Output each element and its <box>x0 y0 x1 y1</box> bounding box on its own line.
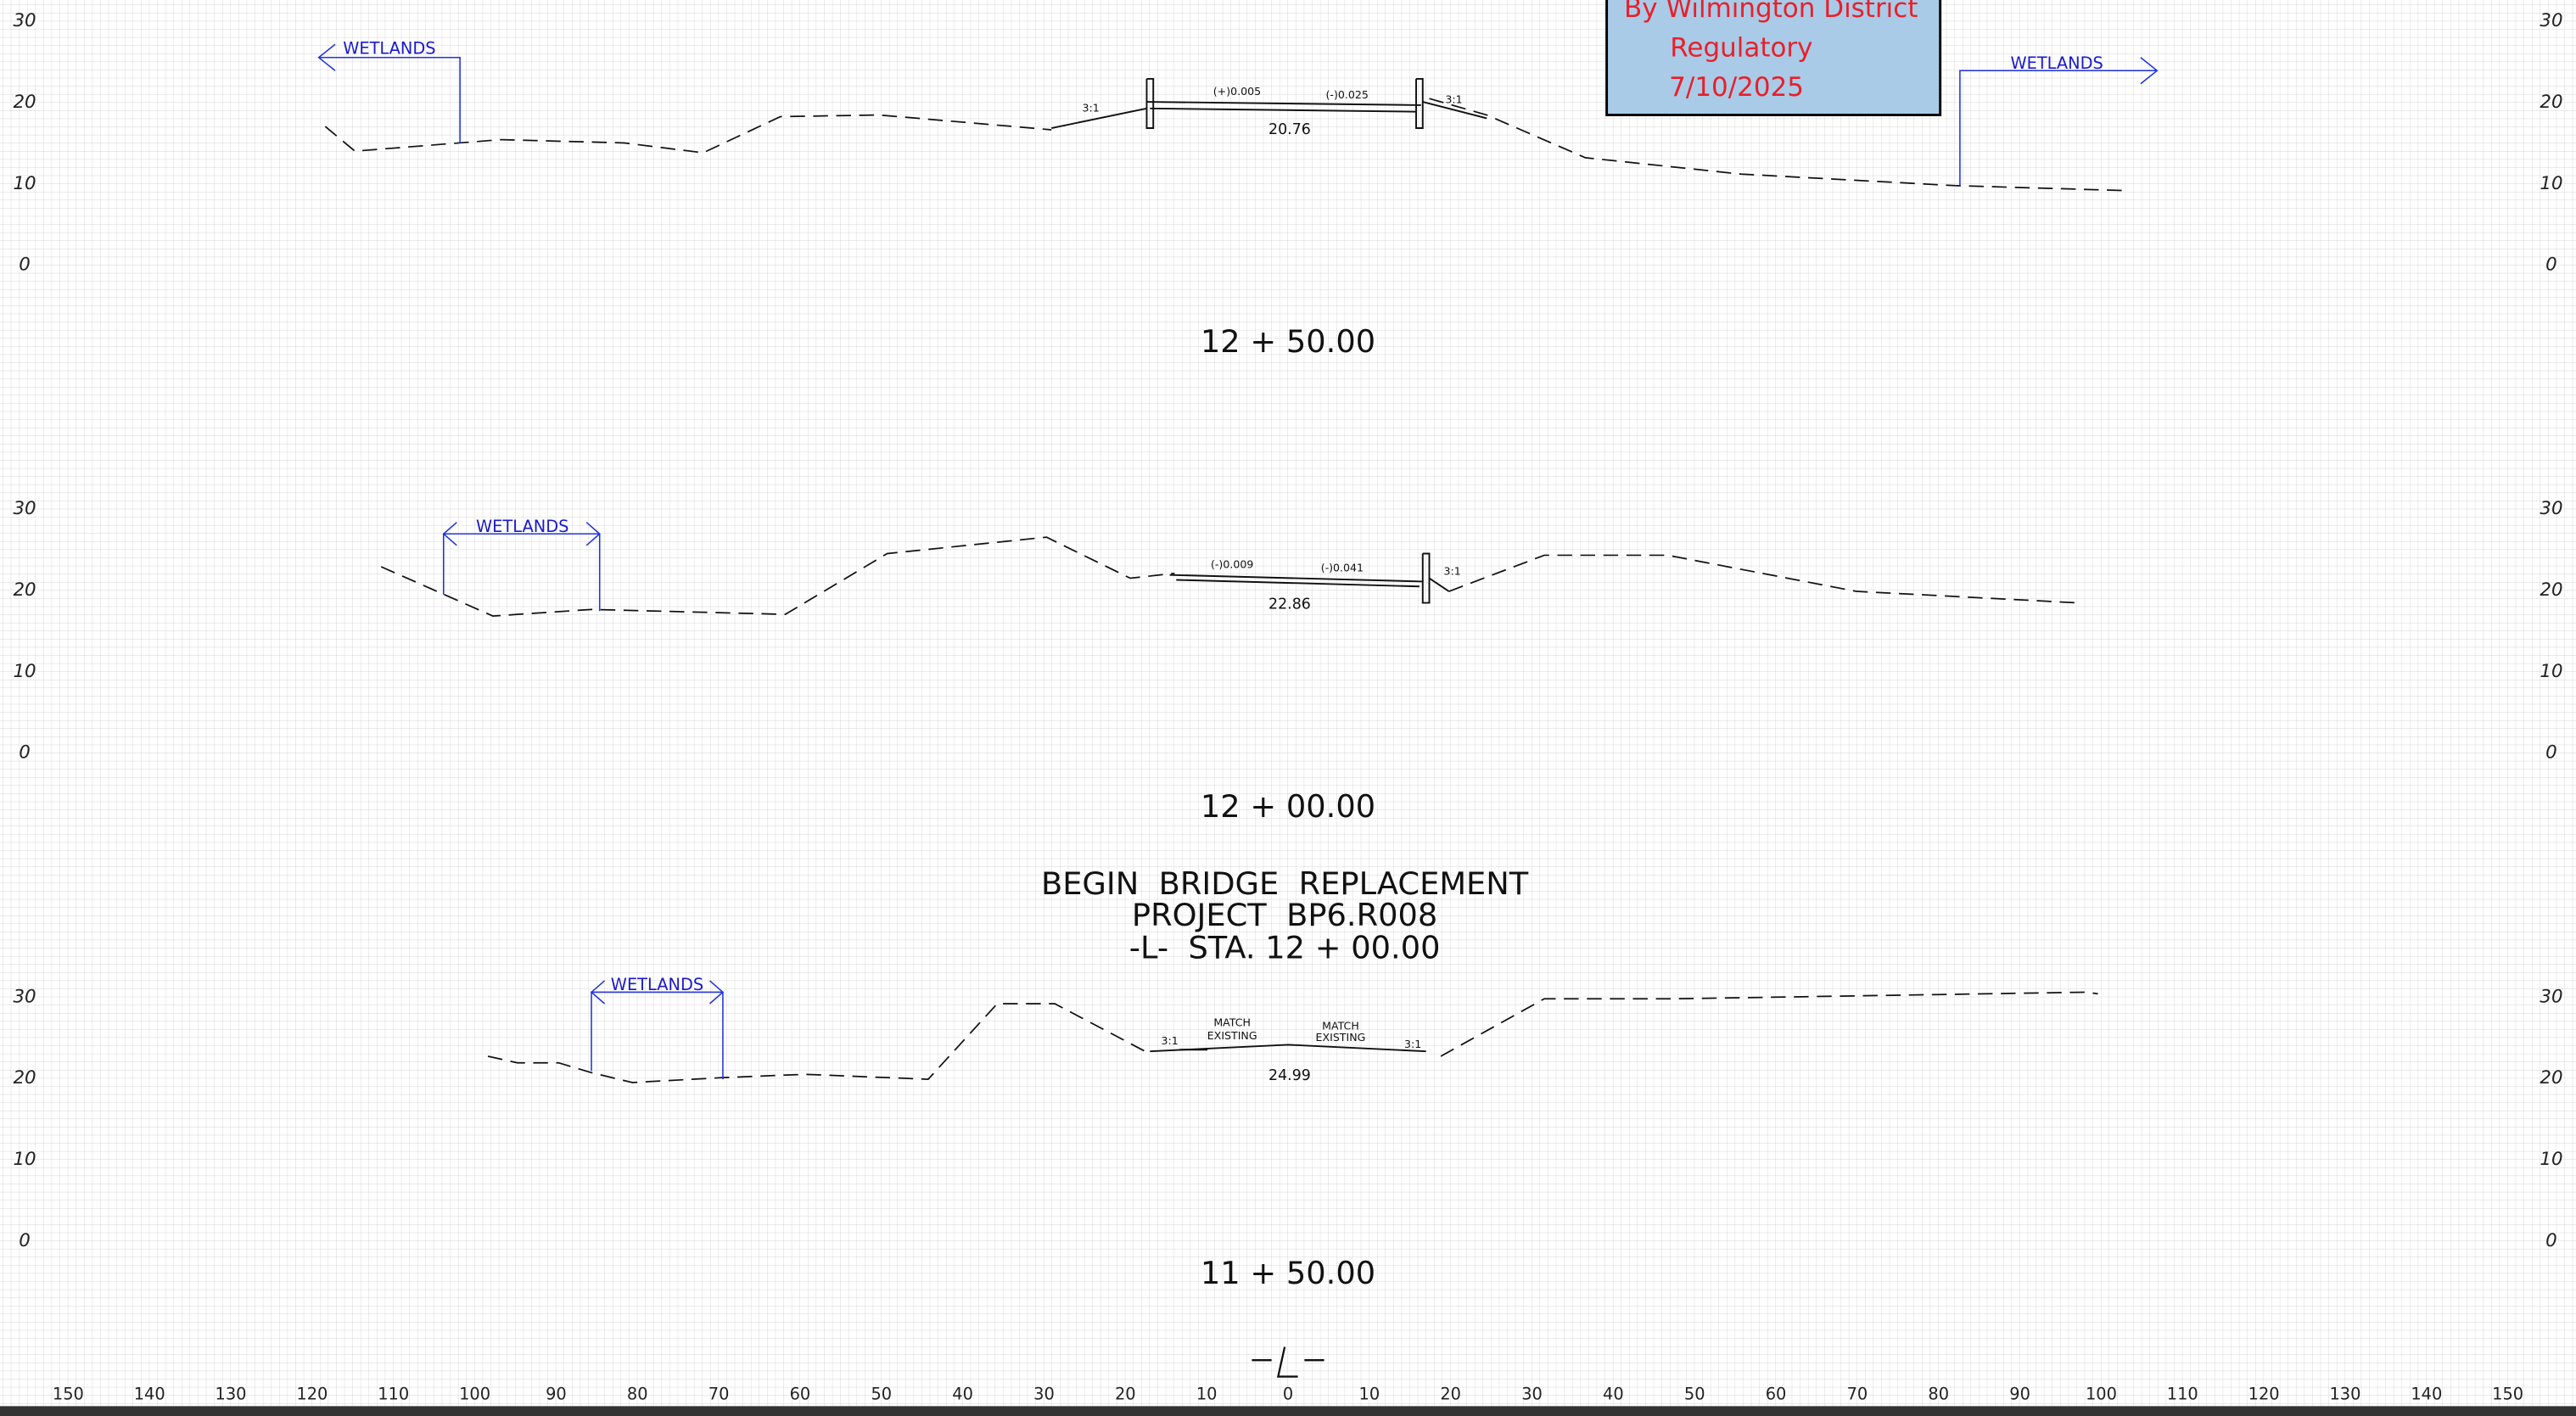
elevation-label: 10 <box>13 173 36 194</box>
note-line: -L- STA. 12 + 00.00 <box>1129 930 1441 966</box>
offset-label: 130 <box>216 1384 247 1403</box>
wetlands-label: WETLANDS <box>343 39 435 59</box>
elevation-label: 10 <box>13 661 36 682</box>
slope-label: EXISTING <box>1207 1029 1257 1042</box>
offset-label: 0 <box>1283 1384 1293 1403</box>
grade-elevation: 20.76 <box>1268 121 1311 138</box>
elevation-label: 0 <box>19 1230 31 1251</box>
slope-label: EXISTING <box>1316 1031 1366 1044</box>
elevation-label: 20 <box>13 1067 36 1089</box>
elevation-label: 20 <box>2540 92 2562 113</box>
offset-label: 110 <box>2167 1384 2198 1403</box>
offset-label: 150 <box>2492 1384 2523 1403</box>
offset-label: 50 <box>871 1384 892 1403</box>
grade-elevation: 24.99 <box>1268 1067 1311 1084</box>
wetlands-label: WETLANDS <box>611 975 703 994</box>
offset-label: 10 <box>1359 1384 1380 1403</box>
elevation-label: 30 <box>13 498 36 519</box>
stamp-line: 7/10/2025 <box>1669 72 1804 103</box>
offset-label: 90 <box>546 1384 567 1403</box>
wetlands-label: WETLANDS <box>2010 53 2103 73</box>
elevation-label: 20 <box>2540 579 2562 601</box>
offset-label: 130 <box>2329 1384 2360 1403</box>
offset-label: 10 <box>1196 1384 1218 1403</box>
slope-label: 3:1 <box>1083 101 1100 114</box>
stamp-line: Regulatory <box>1670 33 1812 64</box>
elevation-label: 20 <box>13 579 36 601</box>
stamp-line: By Wilmington District <box>1624 0 1918 24</box>
offset-label: 140 <box>134 1384 165 1403</box>
slope-label: 3:1 <box>1445 93 1462 106</box>
elevation-label: 20 <box>2540 1067 2562 1089</box>
offset-label: 40 <box>952 1384 973 1403</box>
offset-label: 70 <box>1847 1384 1868 1403</box>
elevation-label: 30 <box>2540 498 2562 519</box>
offset-label: 60 <box>790 1384 811 1403</box>
slope-label: MATCH <box>1213 1016 1251 1029</box>
slope-label: (-)0.041 <box>1321 561 1364 574</box>
elevation-label: 30 <box>2540 10 2562 31</box>
offset-label: 140 <box>2411 1384 2442 1403</box>
offset-label: 150 <box>53 1384 84 1403</box>
offset-label: 30 <box>1033 1384 1055 1403</box>
elevation-label: 10 <box>2540 173 2562 194</box>
offset-label: 120 <box>296 1384 328 1403</box>
offset-label: 40 <box>1603 1384 1624 1403</box>
elevation-label: 0 <box>2545 255 2557 276</box>
offset-label: 100 <box>2086 1384 2117 1403</box>
elevation-label: 10 <box>13 1149 36 1170</box>
note-line: PROJECT BP6.R008 <box>1132 897 1437 933</box>
station-label: 11 + 50.00 <box>1201 1255 1375 1291</box>
elevation-label: 10 <box>2540 1149 2562 1170</box>
stamp: By Wilmington District Regulatory 7/10/2… <box>1607 0 1940 115</box>
elevation-label: 30 <box>13 986 36 1007</box>
elevation-label: 20 <box>13 92 36 113</box>
elevation-label: 30 <box>2540 986 2562 1007</box>
elevation-label: 10 <box>2540 661 2562 682</box>
offset-label: 70 <box>708 1384 730 1403</box>
slope-label: (-)0.009 <box>1211 558 1253 571</box>
offset-label: 100 <box>459 1384 490 1403</box>
elevation-label: 30 <box>13 10 36 31</box>
offset-label: 50 <box>1684 1384 1705 1403</box>
offset-label: 20 <box>1440 1384 1461 1403</box>
sheet-border <box>0 1406 2576 1416</box>
elevation-label: 0 <box>2545 742 2557 764</box>
offset-label: 120 <box>2248 1384 2280 1403</box>
station-label: 12 + 50.00 <box>1201 323 1375 360</box>
wetlands-label: WETLANDS <box>476 517 568 536</box>
offset-label: 80 <box>1928 1384 1949 1403</box>
elevation-label: 0 <box>19 742 31 764</box>
offset-label: 80 <box>627 1384 648 1403</box>
slope-label: 3:1 <box>1443 564 1460 577</box>
grade-elevation: 22.86 <box>1268 596 1311 613</box>
slope-label: (-)0.025 <box>1326 88 1369 101</box>
slope-label: 3:1 <box>1161 1034 1178 1047</box>
offset-label: 30 <box>1521 1384 1543 1403</box>
slope-label: 3:1 <box>1404 1038 1421 1050</box>
offset-label: 20 <box>1115 1384 1136 1403</box>
elevation-label: 0 <box>2545 1230 2557 1251</box>
station-label: 12 + 00.00 <box>1201 788 1375 825</box>
offset-label: 90 <box>2009 1384 2030 1403</box>
cross-section-sheet: By Wilmington District Regulatory 7/10/2… <box>0 0 2576 1416</box>
offset-label: 60 <box>1766 1384 1787 1403</box>
offset-label: 110 <box>378 1384 409 1403</box>
elevation-label: 0 <box>19 255 31 276</box>
slope-label: (+)0.005 <box>1213 85 1261 98</box>
grid <box>0 0 2576 1416</box>
